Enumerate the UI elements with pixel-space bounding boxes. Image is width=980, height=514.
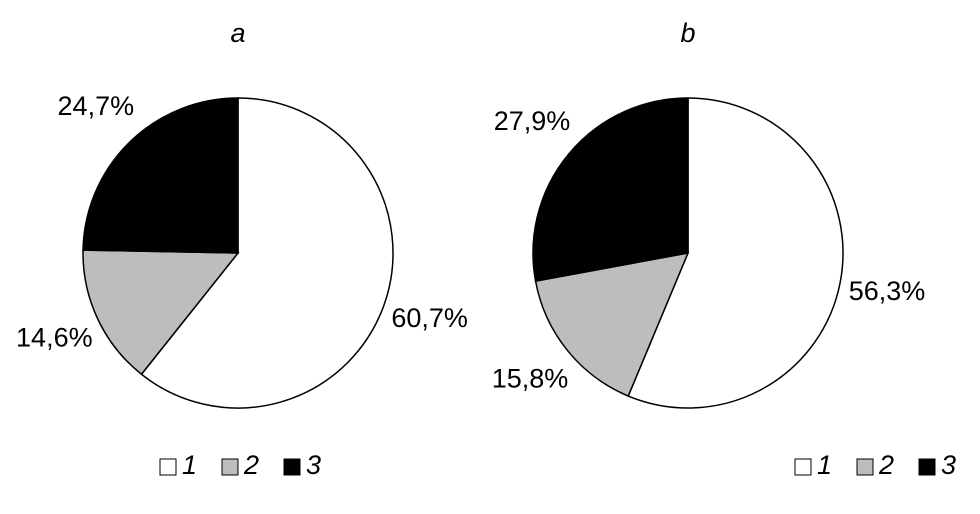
legend-swatch <box>221 458 239 476</box>
data-label: 15,8% <box>492 364 569 394</box>
pie-slice <box>82 97 239 254</box>
legend-swatch <box>159 458 177 476</box>
pie-slice <box>532 97 689 282</box>
legend-label: 3 <box>941 450 956 480</box>
chart-title: a <box>230 18 245 48</box>
legend-label: 3 <box>306 450 321 480</box>
chart-title: b <box>680 18 695 48</box>
legend-label: 2 <box>878 450 894 480</box>
legend-swatch <box>918 458 936 476</box>
pie-slice <box>82 249 240 376</box>
legend-swatch <box>283 458 301 476</box>
legend-label: 1 <box>182 450 197 480</box>
legend-swatch <box>856 458 874 476</box>
legend-swatch <box>794 458 812 476</box>
data-label: 60,7% <box>391 303 468 333</box>
data-label: 27,9% <box>494 106 571 136</box>
pie-slice <box>627 97 844 409</box>
pie-slice <box>534 252 690 397</box>
data-label: 56,3% <box>849 276 926 306</box>
pie-slice <box>140 97 394 409</box>
data-label: 14,6% <box>16 323 93 353</box>
legend-label: 1 <box>817 450 832 480</box>
legend-label: 2 <box>243 450 259 480</box>
data-label: 24,7% <box>58 91 135 121</box>
